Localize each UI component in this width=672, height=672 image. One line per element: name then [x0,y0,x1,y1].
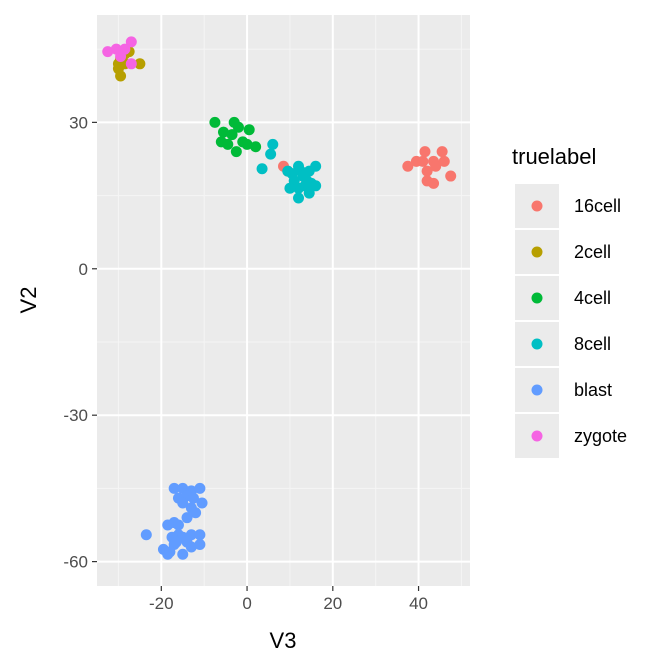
legend-key-dot [531,200,543,212]
data-point-8cell [293,182,305,194]
data-point-16cell [438,155,450,167]
y-tick-label: 30 [69,113,88,132]
y-axis-title: V2 [16,287,41,314]
data-point-16cell [436,146,448,158]
x-axis-title: V3 [270,628,297,653]
legend-key-dot [531,338,543,350]
y-axis-ticks: -60 -30 0 30 [63,113,97,572]
data-point-blast [185,541,197,553]
data-point-blast [177,497,189,509]
data-point-blast [168,482,180,494]
data-point-blast [164,546,176,558]
data-point-blast [177,548,189,560]
data-point-blast [194,482,206,494]
x-tick-label: 20 [323,594,342,613]
legend-title: truelabel [512,144,596,169]
legend-item-zygote: zygote [515,414,627,458]
data-point-zygote [102,46,114,58]
legend-key-dot [531,246,543,258]
data-point-zygote [125,58,137,70]
data-point-8cell [265,148,277,160]
data-point-8cell [256,163,268,175]
y-tick-label: 0 [79,260,88,279]
legend-item-16cell: 16cell [515,184,621,228]
x-axis-ticks: -20 0 20 40 [149,586,428,613]
data-point-blast [187,492,199,504]
legend-key-dot [531,292,543,304]
legend-key-dot [531,384,543,396]
x-tick-label: 40 [409,594,428,613]
data-point-16cell [421,165,433,177]
legend-label: zygote [574,426,627,446]
major-gridlines [97,15,470,586]
data-point-4cell [217,126,229,138]
legend-label: 8cell [574,334,611,354]
data-point-8cell [267,138,279,150]
data-point-16cell [428,177,440,189]
data-point-blast [196,497,208,509]
plot-panel [97,15,470,586]
data-point-8cell [293,192,305,204]
legend-item-4cell: 4cell [515,276,611,320]
data-point-blast [140,529,152,541]
data-point-4cell [226,129,238,141]
legend-item-2cell: 2cell [515,230,611,274]
data-point-blast [181,512,193,524]
data-point-8cell [303,187,315,199]
data-point-16cell [402,160,414,172]
legend-label: 2cell [574,242,611,262]
data-point-16cell [417,155,429,167]
data-point-blast [194,539,206,551]
data-point-8cell [310,180,322,192]
data-point-blast [190,507,202,519]
x-tick-label: -20 [149,594,174,613]
legend-item-8cell: 8cell [515,322,611,366]
legend-label: 16cell [574,196,621,216]
data-point-4cell [209,116,221,128]
y-tick-label: -30 [63,406,88,425]
data-point-8cell [284,182,296,194]
data-point-4cell [241,138,253,150]
data-point-4cell [230,146,242,158]
data-point-16cell [445,170,457,182]
data-point-blast [172,519,184,531]
data-point-4cell [243,124,255,136]
minor-gridlines [97,15,470,586]
data-point-4cell [250,141,262,153]
data-point-4cell [222,138,234,150]
legend-label: blast [574,380,612,400]
data-point-zygote [115,50,127,62]
y-tick-label: -60 [63,553,88,572]
data-point-16cell [419,146,431,158]
data-point-4cell [232,121,244,133]
data-point-8cell [303,165,315,177]
legend-key-dot [531,430,543,442]
legend: truelabel 16cell 2cell 4cell 8cell blast zygo… [512,144,627,458]
data-point-blast [170,536,182,548]
data-point-16cell [430,160,442,172]
data-point-2cell [134,58,146,70]
data-point-2cell [112,63,124,75]
x-tick-label: 0 [242,594,251,613]
legend-item-blast: blast [515,368,612,412]
legend-label: 4cell [574,288,611,308]
data-points [102,36,457,560]
data-point-zygote [125,36,137,48]
data-point-blast [194,529,206,541]
